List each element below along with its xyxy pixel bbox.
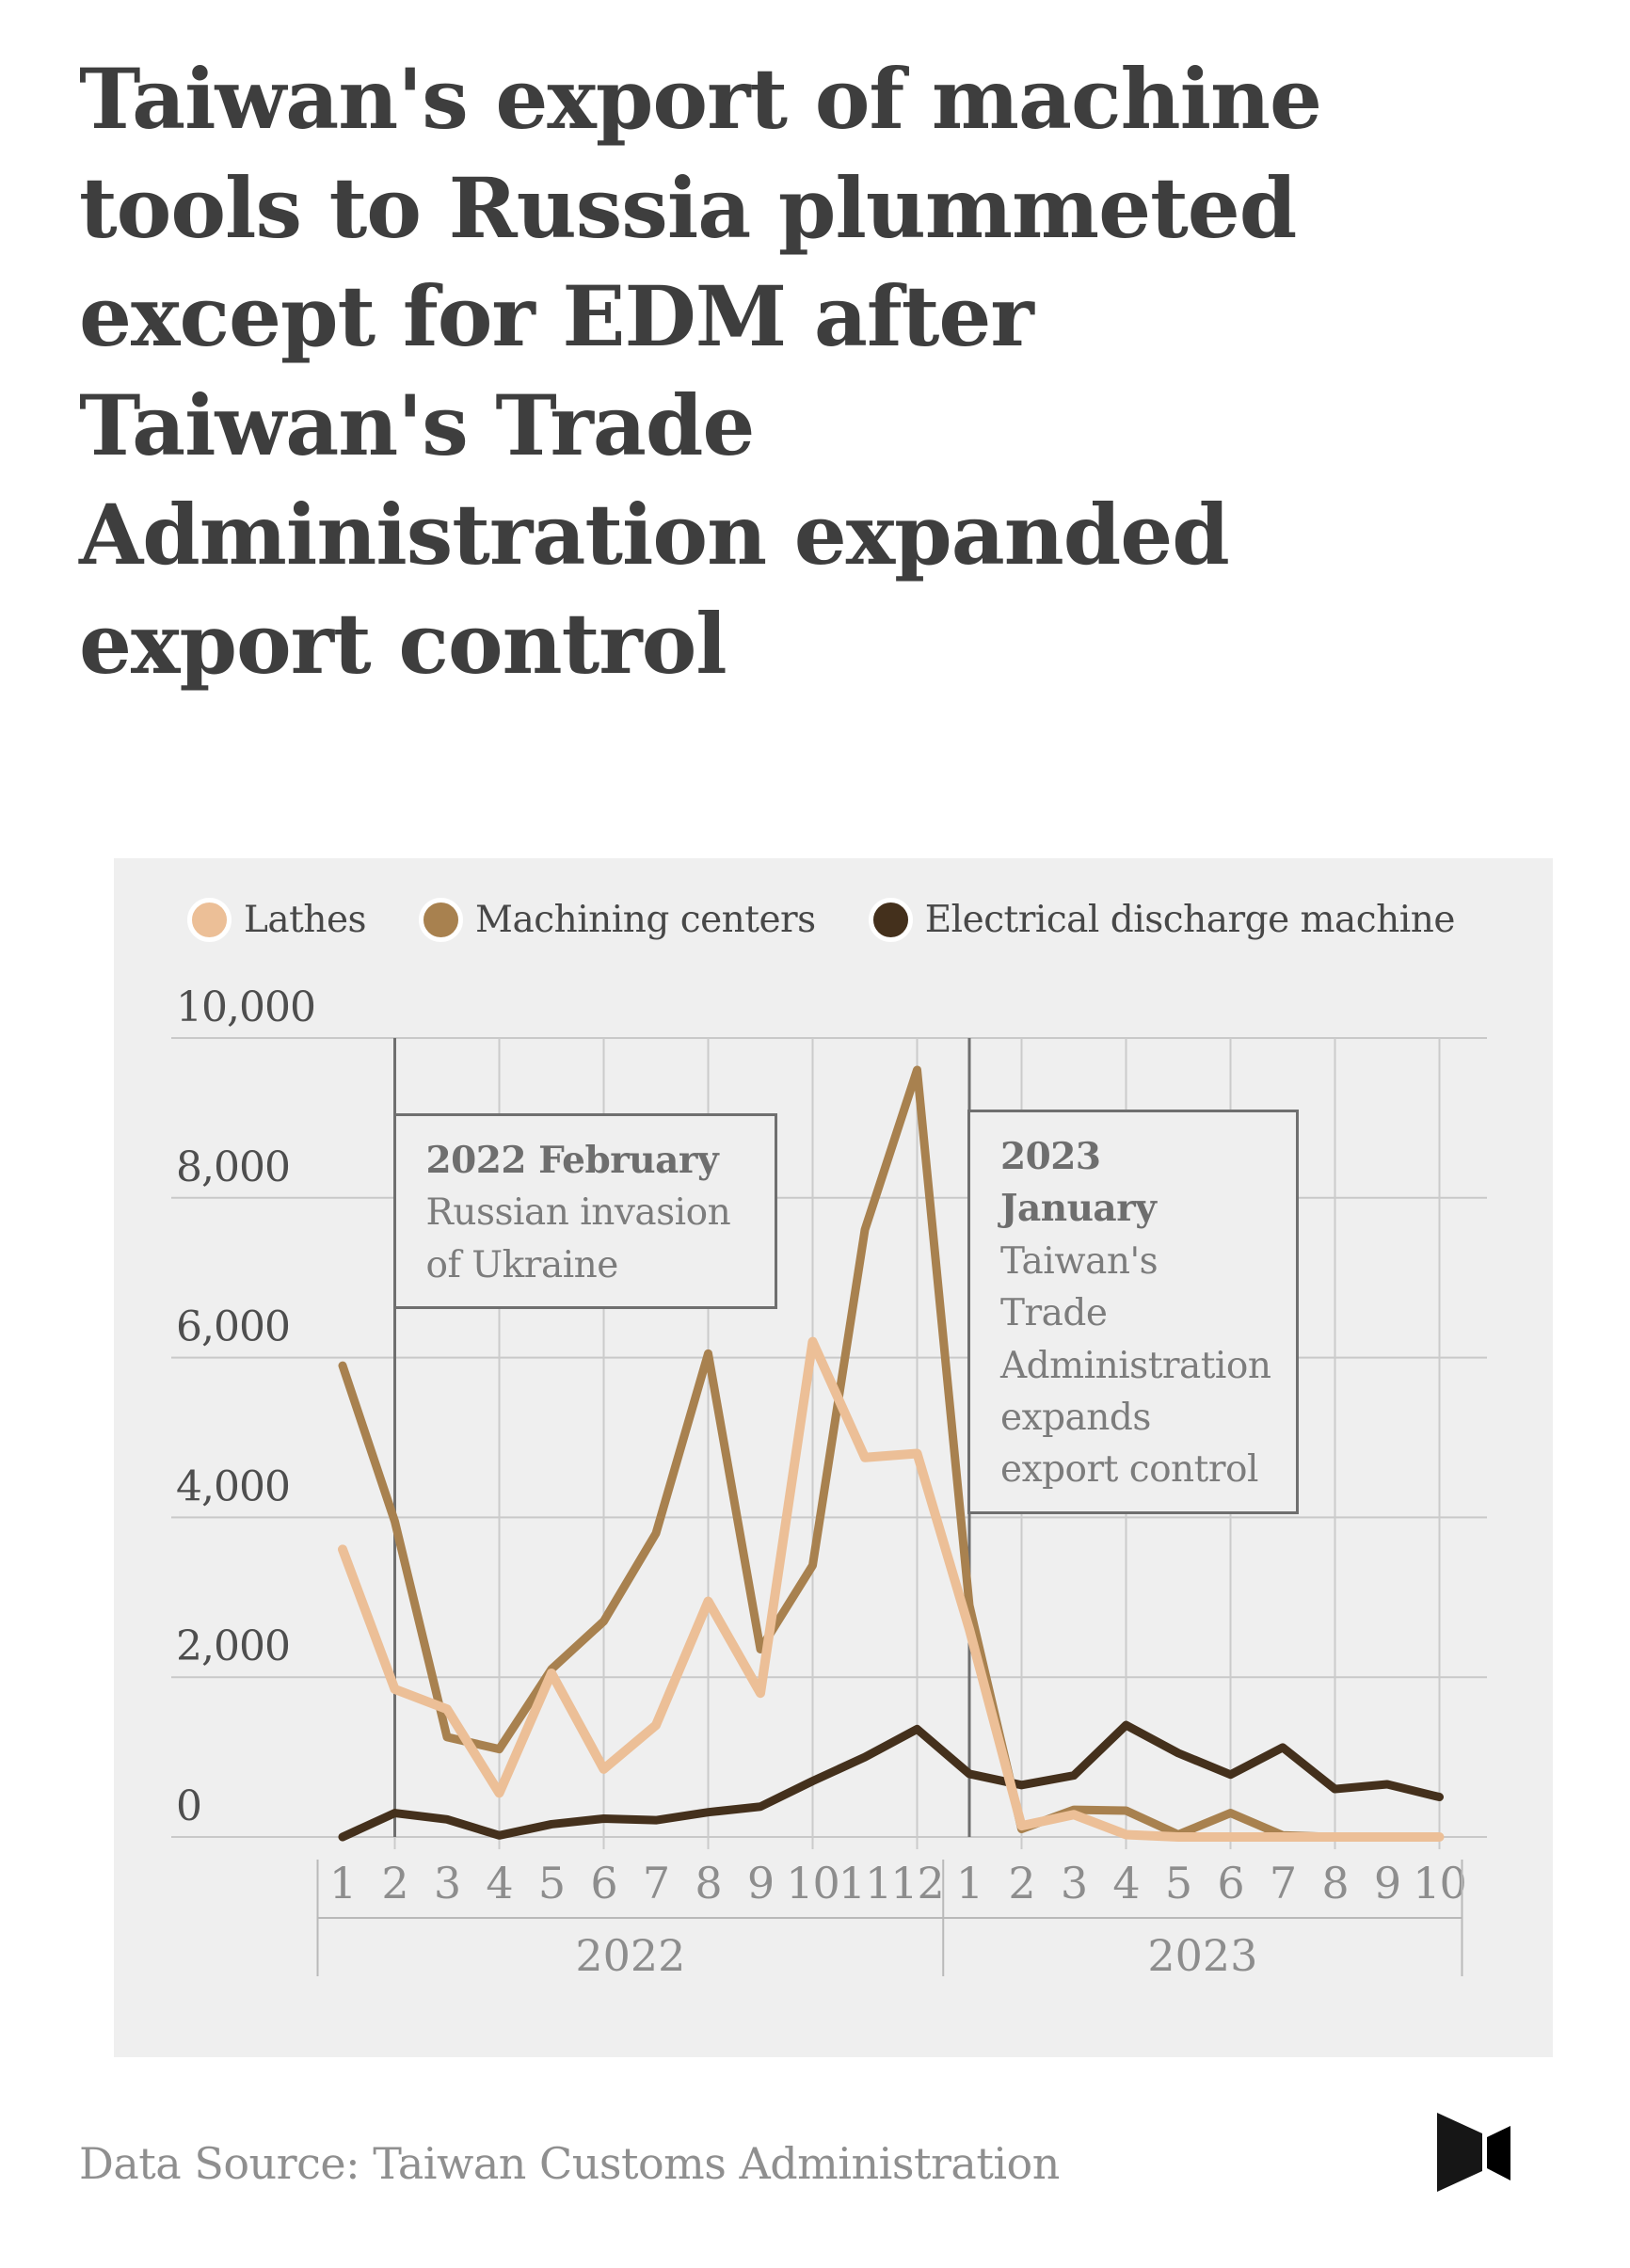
legend-item-machining-centers: Machining centers	[419, 898, 816, 942]
page-title: Taiwan's export of machine tools to Russ…	[79, 50, 1322, 693]
month-tick-label: 4	[486, 1858, 512, 1909]
chart-panel: 0 2,000 4,000 6,000 8,000 10,000 1 2 3 4 5 6 7 8 9 10 11…	[114, 858, 1553, 2057]
legend-item-electrical-discharge-machine: Electrical discharge machine	[868, 898, 1456, 942]
month-tick-label: 6	[1217, 1858, 1243, 1909]
month-tick-label: 3	[434, 1858, 460, 1909]
legend-label: Lathes	[244, 899, 367, 941]
month-tick-label: 8	[695, 1858, 721, 1909]
series-line-machining-centers	[338, 1065, 1444, 1842]
month-tick-label: 11	[839, 1858, 892, 1909]
month-tick-label: 10	[786, 1858, 839, 1909]
month-tick-label: 1	[956, 1858, 983, 1909]
legend-label: Electrical discharge machine	[924, 899, 1456, 941]
legend-dot-icon	[868, 898, 913, 942]
legend-item-lathes: Lathes	[187, 898, 367, 942]
data-source-note: Data Source: Taiwan Customs Administrati…	[79, 2138, 1060, 2189]
y-tick-label: 10,000	[176, 983, 315, 1031]
series-line-electrical-discharge-machine	[338, 1720, 1444, 1842]
month-tick-label: 10	[1413, 1858, 1466, 1909]
annotation-body: Taiwan's Trade Administration expands ex…	[1000, 1239, 1271, 1492]
month-tick-label: 7	[1270, 1858, 1296, 1909]
annotation-title: 2023 January	[1000, 1135, 1157, 1231]
month-tick-label: 12	[890, 1858, 944, 1909]
month-tick-label: 2	[1008, 1858, 1034, 1909]
month-tick-label: 8	[1321, 1858, 1348, 1909]
y-tick-label: 2,000	[176, 1622, 290, 1670]
month-tick-label: 1	[329, 1858, 356, 1909]
legend-dot-icon	[419, 898, 464, 942]
annotation-body: Russian invasion of Ukraine	[425, 1191, 731, 1286]
series-line-lathes	[338, 1336, 1445, 1842]
chart-legend: Lathes Machining centers Electrical discha…	[187, 898, 1455, 942]
legend-label: Machining centers	[475, 899, 816, 941]
publisher-bowtie-logo-icon	[1437, 2113, 1510, 2192]
annotation-box: 2023 January Taiwan's Trade Administratio…	[967, 1110, 1299, 1514]
y-tick-label: 4,000	[176, 1462, 290, 1510]
month-tick-label: 2	[381, 1858, 408, 1909]
month-tick-label: 5	[1165, 1858, 1191, 1909]
year-label: 2022	[575, 1930, 685, 1981]
y-tick-label: 6,000	[176, 1303, 290, 1351]
month-tick-label: 9	[1374, 1858, 1400, 1909]
month-tick-label: 4	[1112, 1858, 1139, 1909]
month-tick-label: 3	[1061, 1858, 1087, 1909]
annotation-box: 2022 February Russian invasion of Ukraine	[392, 1113, 777, 1310]
month-tick-label: 7	[643, 1858, 669, 1909]
annotation-title: 2022 February	[425, 1139, 719, 1182]
year-label: 2023	[1147, 1930, 1257, 1981]
month-tick-label: 5	[538, 1858, 565, 1909]
month-tick-label: 9	[747, 1858, 774, 1909]
y-tick-label: 0	[176, 1782, 201, 1830]
month-tick-label: 6	[590, 1858, 616, 1909]
y-tick-label: 8,000	[176, 1143, 290, 1191]
legend-dot-icon	[187, 898, 232, 942]
